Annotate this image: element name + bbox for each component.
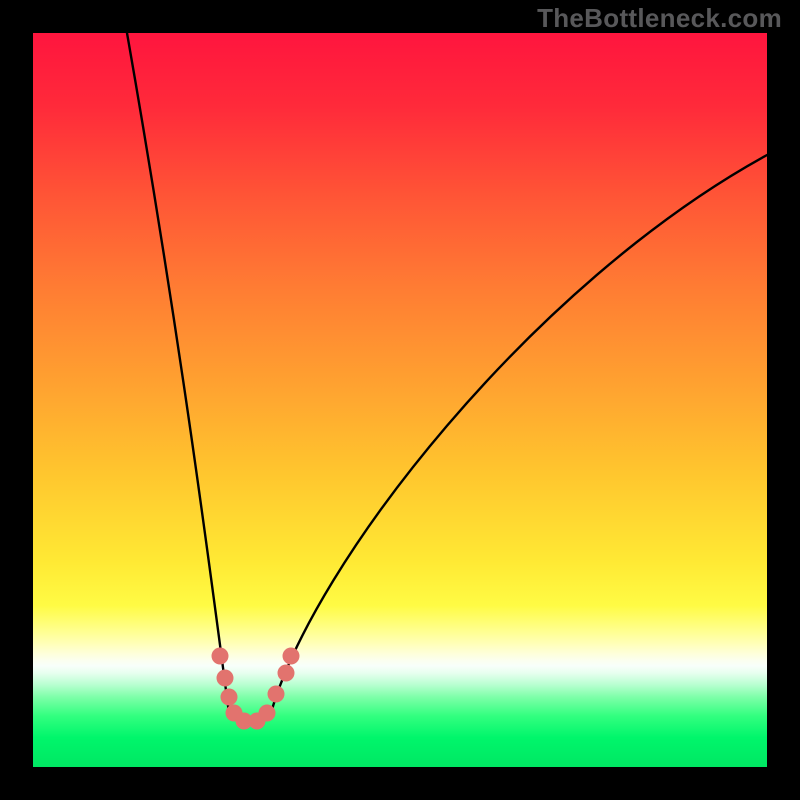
data-point — [268, 686, 285, 703]
data-point — [221, 689, 238, 706]
data-point — [283, 648, 300, 665]
data-point — [278, 665, 295, 682]
data-point — [217, 670, 234, 687]
watermark-label: TheBottleneck.com — [537, 3, 782, 34]
data-point — [212, 648, 229, 665]
data-point — [259, 705, 276, 722]
plot-area — [33, 33, 767, 767]
gradient-background — [33, 33, 767, 767]
chart-svg — [33, 33, 767, 767]
